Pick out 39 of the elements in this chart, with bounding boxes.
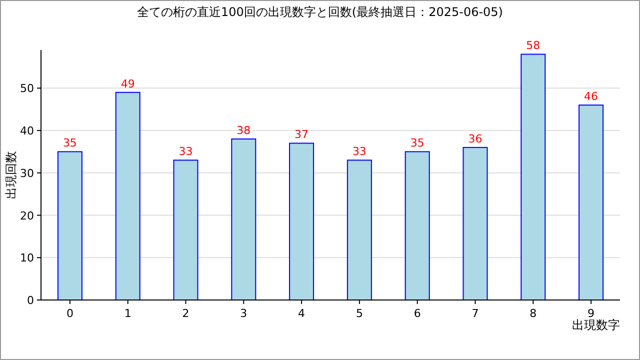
bar — [462, 146, 488, 300]
bar — [289, 142, 314, 300]
bar — [520, 54, 546, 300]
chart-title: 全ての桁の直近100回の出現数字と回数(最終抽選日：2025-06-05) — [136, 5, 504, 19]
x-tick-label: 6 — [414, 307, 421, 320]
y-tick-label: 40 — [20, 124, 34, 138]
x-axis-title: 出現数字 — [572, 318, 620, 332]
bar — [173, 160, 198, 300]
y-tick-label: 20 — [20, 209, 34, 222]
data-label: 38 — [236, 124, 251, 137]
y-tick-label: 50 — [20, 82, 34, 96]
data-label: 35 — [62, 136, 77, 150]
bar — [115, 92, 140, 300]
x-tick-label: 1 — [124, 307, 132, 320]
x-tick-label: 3 — [240, 307, 248, 320]
data-label: 35 — [410, 136, 424, 150]
bar — [57, 151, 82, 300]
x-tick-label: 9 — [588, 307, 595, 320]
x-tick-label: 0 — [66, 307, 74, 320]
y-axis-title: 出現回数 — [4, 151, 18, 199]
data-label: 37 — [294, 128, 309, 142]
y-tick-label: 30 — [20, 166, 34, 180]
x-tick-label: 8 — [530, 307, 537, 320]
x-tick-label: 7 — [472, 307, 479, 320]
data-label: 33 — [178, 145, 193, 158]
x-tick-label: 2 — [182, 307, 190, 320]
data-label: 33 — [352, 145, 366, 158]
x-tick-label: 5 — [356, 307, 363, 320]
bar — [404, 151, 430, 300]
data-label: 36 — [468, 132, 482, 146]
data-label: 49 — [120, 77, 135, 90]
bar — [346, 160, 372, 300]
bar — [578, 104, 604, 300]
bar — [231, 138, 256, 300]
data-label: 58 — [526, 39, 540, 52]
x-tick-label: 4 — [298, 307, 306, 320]
data-label: 46 — [584, 90, 598, 104]
y-tick-label: 10 — [20, 252, 34, 265]
y-tick-label: 0 — [27, 294, 34, 307]
